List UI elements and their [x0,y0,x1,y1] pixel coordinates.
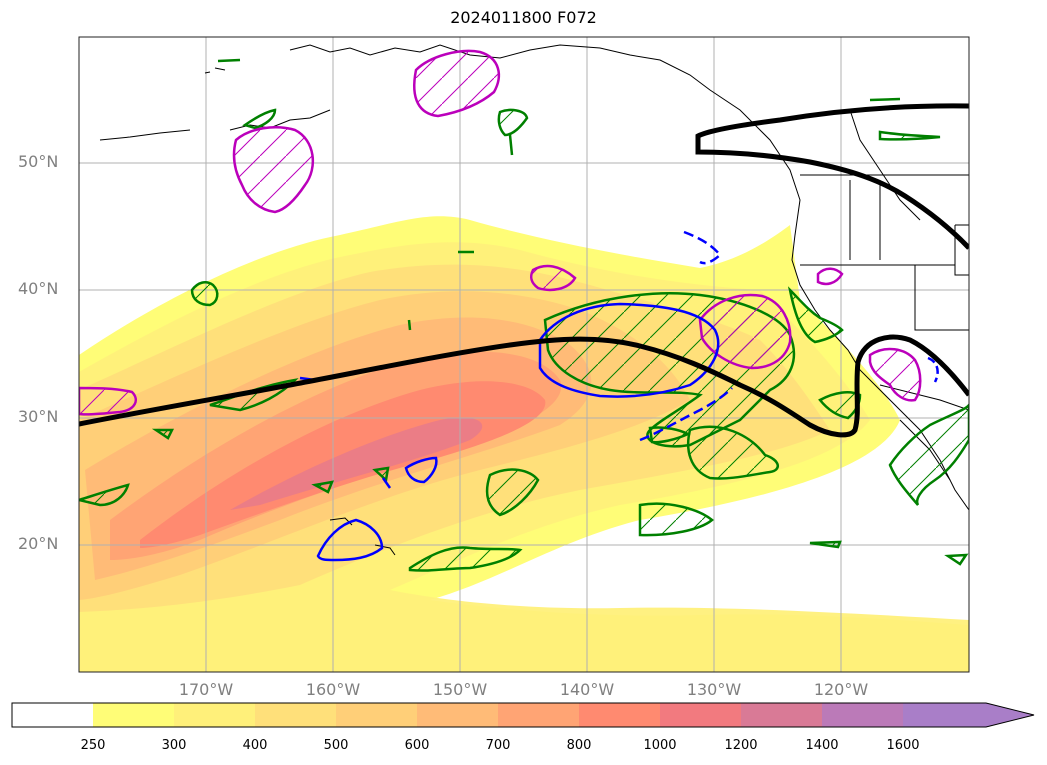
colorbar-outline [11,702,1035,728]
colorbar-bin-500 [336,703,417,727]
colorbar-label-500: 500 [323,738,349,753]
colorbar-label-400: 400 [242,738,268,753]
colorbar-label-800: 800 [566,738,592,753]
lon-label-130w: 130°W [686,680,742,699]
colorbar [11,702,1035,728]
lon-label-140w: 140°W [559,680,615,699]
colorbar-label-1000: 1000 [643,738,677,753]
lat-label-30n: 30°N [18,407,59,426]
lat-label-40n: 40°N [18,279,59,298]
colorbar-bin-1000 [660,703,741,727]
colorbar-label-1400: 1400 [805,738,839,753]
plot-area [79,37,969,672]
map-title: 2024011800 F072 [450,8,597,27]
lon-label-150w: 150°W [432,680,488,699]
colorbar-bin-250 [93,703,174,727]
colorbar-bin-600 [417,703,498,727]
magenta-contours [79,49,922,416]
colorbar-label-700: 700 [485,738,511,753]
colorbar-label-600: 600 [404,738,430,753]
colorbar-bin-700 [498,703,579,727]
jet-line [79,103,969,438]
colorbar-bin-1400 [822,703,903,727]
map-frame [78,36,970,673]
colorbar-bin-1600-extend [903,703,1034,727]
colorbar-bin-400 [255,703,336,727]
lon-label-170w: 170°W [178,680,234,699]
colorbar-label-1600: 1600 [886,738,920,753]
lon-label-160w: 160°W [305,680,361,699]
colorbar-bin-800 [579,703,660,727]
colorbar-bin-under [12,703,93,727]
lat-label-50n: 50°N [18,152,59,171]
blue-contours [299,230,939,562]
colorbar-bin-1200 [741,703,822,727]
colorbar-bin-300 [174,703,255,727]
colorbar-label-300: 300 [161,738,187,753]
lon-label-120w: 120°W [813,680,869,699]
colorbar-label-1200: 1200 [724,738,758,753]
lat-label-20n: 20°N [18,534,59,553]
colorbar-label-250: 250 [80,738,106,753]
